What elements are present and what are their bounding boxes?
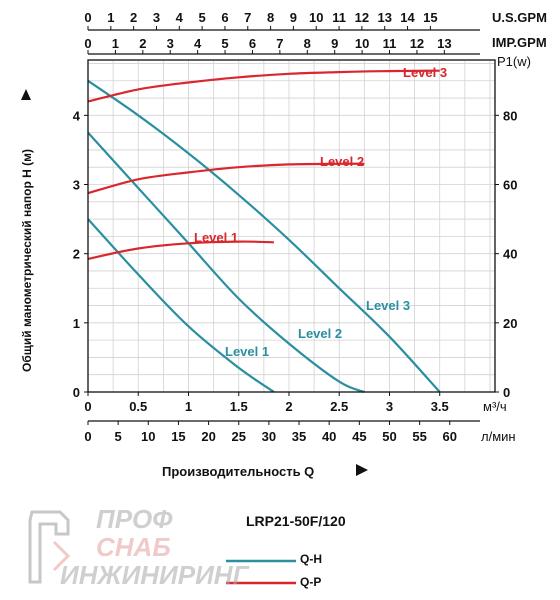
m3h-tick-label: 0.5 [129, 399, 147, 414]
qp-curve-level-3 [87, 69, 440, 103]
qh-series-label: Level 2 [298, 326, 342, 341]
usgpm-tick-label: 2 [130, 10, 137, 25]
impgpm-tick-label: 2 [139, 36, 146, 51]
y-right-tick-label: 20 [503, 316, 517, 331]
m3h-tick-label: 2 [285, 399, 292, 414]
usgpm-tick-label: 1 [107, 10, 114, 25]
usgpm-tick-label: 7 [244, 10, 251, 25]
lmin-tick-label: 40 [322, 429, 336, 444]
x-axis-title: Производительность Q [162, 464, 314, 479]
y-left-tick-label: 3 [73, 178, 80, 193]
grid [88, 60, 495, 392]
lmin-tick-label: 10 [141, 429, 155, 444]
lmin-tick-label: 35 [292, 429, 306, 444]
usgpm-tick-label: 15 [423, 10, 437, 25]
qp-series-label: Level 1 [194, 230, 238, 245]
m3h-tick-label: 3.5 [431, 399, 449, 414]
qh-curve-level-3 [87, 79, 441, 393]
impgpm-tick-label: 5 [221, 36, 228, 51]
usgpm-tick-label: 10 [309, 10, 323, 25]
usgpm-tick-label: 8 [267, 10, 274, 25]
lmin-tick-label: 30 [262, 429, 276, 444]
power-axis-label: P1(w) [497, 54, 531, 69]
y-right-tick-label: 0 [503, 385, 510, 400]
qp-curve-level-1 [87, 240, 274, 260]
lmin-tick-label: 55 [412, 429, 426, 444]
m3h-tick-label: 1.5 [230, 399, 248, 414]
usgpm-tick-label: 0 [84, 10, 91, 25]
lmin-tick-label: 50 [382, 429, 396, 444]
impgpm-tick-label: 1 [112, 36, 119, 51]
y-axis-title: Общий манометрический напор H (м) [20, 149, 34, 372]
legend-qh-label: Q-H [300, 552, 322, 566]
m3h-tick-label: 3 [386, 399, 393, 414]
impgpm-axis-label: IMP.GPM [492, 35, 547, 50]
impgpm-tick-label: 8 [304, 36, 311, 51]
lmin-tick-label: 15 [171, 429, 185, 444]
axes [84, 26, 499, 425]
lmin-tick-label: 20 [201, 429, 215, 444]
logo-line1: ПРОФ [96, 504, 173, 534]
qp-curve-level-2 [87, 162, 365, 195]
usgpm-axis-label: U.S.GPM [492, 10, 547, 25]
impgpm-tick-label: 3 [167, 36, 174, 51]
lmin-tick-label: 5 [115, 429, 122, 444]
y-left-tick-label: 4 [73, 108, 81, 123]
impgpm-tick-label: 6 [249, 36, 256, 51]
m3h-axis-label: м³/ч [483, 399, 507, 414]
curves [87, 69, 441, 394]
legend-qp-label: Q-P [300, 575, 321, 589]
y-axis-arrow-icon [21, 89, 31, 100]
y-left-tick-label: 1 [73, 316, 80, 331]
usgpm-tick-label: 4 [176, 10, 184, 25]
qh-curve-level-1 [87, 218, 275, 393]
usgpm-tick-label: 12 [355, 10, 369, 25]
usgpm-tick-label: 9 [290, 10, 297, 25]
lmin-tick-label: 45 [352, 429, 366, 444]
company-logo: ПРОФ СНАБ ИНЖИНИРИНГ [28, 504, 250, 590]
y-right-tick-label: 80 [503, 108, 517, 123]
impgpm-tick-label: 7 [276, 36, 283, 51]
qp-series-label: Level 2 [320, 154, 364, 169]
y-left-tick-label: 0 [73, 385, 80, 400]
impgpm-tick-label: 4 [194, 36, 202, 51]
model-name: LRP21-50F/120 [246, 513, 346, 529]
usgpm-tick-label: 11 [332, 10, 346, 25]
impgpm-tick-label: 12 [410, 36, 424, 51]
m3h-tick-label: 2.5 [330, 399, 348, 414]
qh-series-label: Level 1 [225, 344, 269, 359]
m3h-tick-label: 0 [84, 399, 91, 414]
lmin-tick-label: 25 [232, 429, 246, 444]
usgpm-tick-label: 3 [153, 10, 160, 25]
x-axis-arrow-icon [356, 464, 368, 476]
impgpm-tick-label: 11 [383, 36, 397, 51]
y-right-tick-label: 40 [503, 247, 517, 262]
usgpm-tick-label: 13 [377, 10, 391, 25]
usgpm-tick-label: 14 [400, 10, 415, 25]
y-left-tick-label: 2 [73, 247, 80, 262]
logo-line2: СНАБ [96, 532, 171, 562]
lmin-tick-label: 0 [84, 429, 91, 444]
labels: 0 1 2 3 4 5 6 7 8 9 10 11 12 13 14 150 1 2 3 4 5 6 7 8 9 10 11 12 13… [73, 10, 518, 444]
impgpm-tick-label: 0 [84, 36, 91, 51]
usgpm-tick-label: 5 [199, 10, 206, 25]
impgpm-tick-label: 10 [355, 36, 369, 51]
qh-series-label: Level 3 [366, 298, 410, 313]
logo-line3: ИНЖИНИРИНГ [60, 560, 250, 590]
impgpm-tick-label: 9 [331, 36, 338, 51]
qp-series-label: Level 3 [403, 65, 447, 80]
y-right-tick-label: 60 [503, 178, 517, 193]
lmin-axis-label: л/мин [481, 429, 516, 444]
usgpm-tick-label: 6 [221, 10, 228, 25]
plot-frame [87, 59, 496, 393]
impgpm-tick-label: 13 [437, 36, 451, 51]
m3h-tick-label: 1 [185, 399, 192, 414]
lmin-tick-label: 60 [443, 429, 457, 444]
qh-curve-level-2 [87, 131, 365, 394]
